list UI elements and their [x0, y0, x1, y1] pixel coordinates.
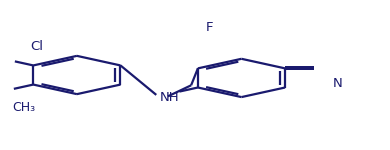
- Text: NH: NH: [160, 91, 179, 104]
- Text: Cl: Cl: [30, 40, 43, 53]
- Text: N: N: [332, 77, 342, 90]
- Text: F: F: [206, 21, 213, 34]
- Text: CH₃: CH₃: [12, 101, 35, 114]
